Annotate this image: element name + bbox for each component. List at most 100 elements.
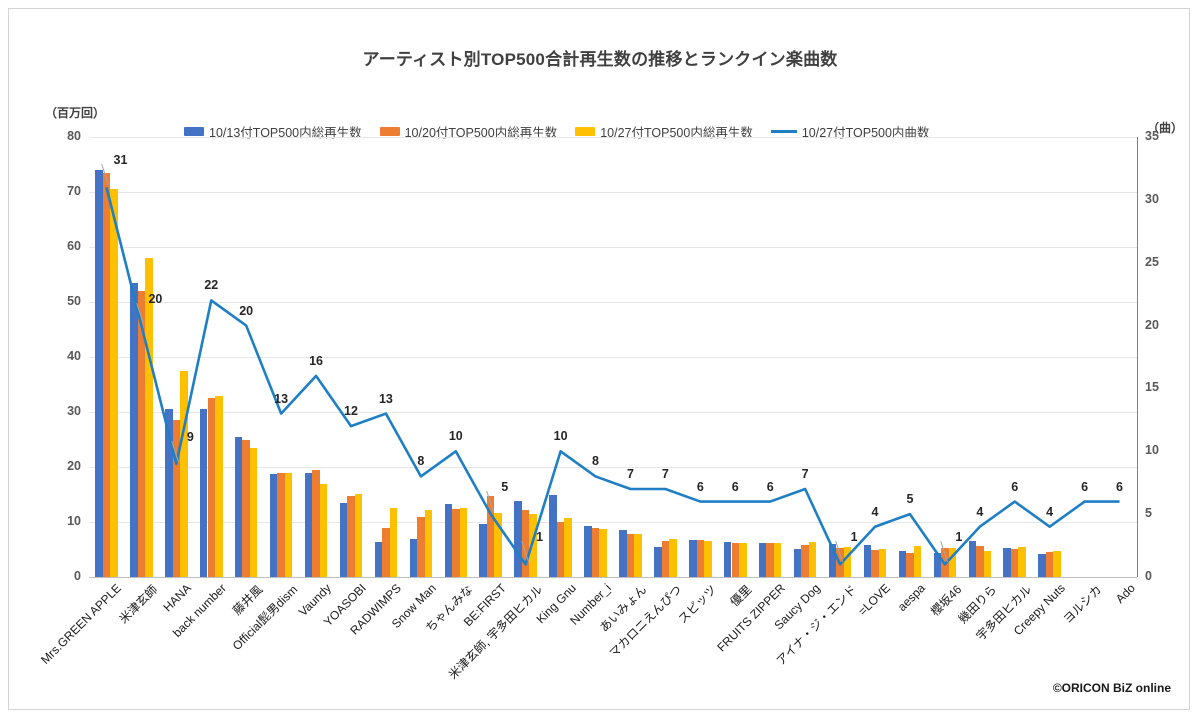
bar[interactable]	[304, 473, 313, 577]
bar[interactable]	[424, 510, 433, 577]
bar-group[interactable]	[473, 137, 508, 577]
bar[interactable]	[599, 529, 607, 577]
bar[interactable]	[339, 503, 348, 577]
bar-group[interactable]	[1032, 137, 1067, 577]
bar[interactable]	[242, 439, 250, 577]
bar-group[interactable]	[264, 137, 299, 577]
bar[interactable]	[723, 541, 732, 577]
bar[interactable]	[634, 533, 642, 577]
bar-group[interactable]	[613, 137, 648, 577]
bar[interactable]	[312, 470, 320, 577]
bar[interactable]	[110, 189, 118, 577]
bar[interactable]	[459, 507, 468, 577]
bar[interactable]	[277, 473, 285, 577]
bar[interactable]	[669, 538, 677, 577]
bar[interactable]	[284, 472, 293, 577]
bar[interactable]	[389, 507, 398, 577]
bar-group[interactable]	[543, 137, 578, 577]
bar[interactable]	[801, 545, 809, 577]
bar[interactable]	[626, 534, 635, 577]
bar[interactable]	[689, 540, 697, 577]
bar[interactable]	[976, 545, 984, 577]
bar[interactable]	[739, 542, 747, 577]
bar[interactable]	[521, 510, 530, 577]
bar[interactable]	[591, 527, 600, 577]
bar[interactable]	[207, 398, 215, 577]
bar[interactable]	[444, 503, 453, 577]
bar[interactable]	[913, 546, 922, 577]
bar-group[interactable]	[403, 137, 438, 577]
bar[interactable]	[731, 542, 739, 577]
bar[interactable]	[319, 484, 328, 577]
bar-group[interactable]	[648, 137, 683, 577]
bar[interactable]	[529, 513, 537, 577]
bar[interactable]	[1010, 548, 1019, 577]
bar[interactable]	[696, 540, 705, 577]
bar-group[interactable]	[858, 137, 893, 577]
bar[interactable]	[773, 543, 782, 577]
bar-group[interactable]	[508, 137, 543, 577]
legend-item[interactable]: 10/27付TOP500内総再生数	[575, 122, 753, 141]
bar[interactable]	[409, 538, 418, 577]
bar[interactable]	[549, 494, 557, 577]
bar[interactable]	[878, 548, 887, 577]
bar[interactable]	[382, 527, 390, 577]
bar-group[interactable]	[159, 137, 194, 577]
bar[interactable]	[180, 370, 188, 577]
bar-group[interactable]	[683, 137, 718, 577]
bar-group[interactable]	[89, 137, 124, 577]
bar[interactable]	[95, 170, 103, 577]
bar[interactable]	[766, 543, 774, 577]
bar-group[interactable]	[578, 137, 613, 577]
bar[interactable]	[1045, 551, 1054, 577]
bar[interactable]	[933, 552, 942, 577]
bar[interactable]	[808, 542, 817, 577]
bar[interactable]	[145, 258, 153, 577]
bar[interactable]	[417, 516, 425, 577]
bar-group[interactable]	[997, 137, 1032, 577]
bar-group[interactable]	[438, 137, 473, 577]
bar-group[interactable]	[299, 137, 334, 577]
bar[interactable]	[234, 436, 243, 577]
bar-group[interactable]	[229, 137, 264, 577]
bar[interactable]	[347, 495, 355, 577]
bar[interactable]	[619, 530, 627, 577]
bar[interactable]	[871, 549, 879, 577]
bar[interactable]	[843, 546, 852, 577]
bar[interactable]	[249, 447, 258, 577]
bar[interactable]	[793, 548, 802, 577]
bar[interactable]	[137, 291, 146, 577]
bar-group[interactable]	[718, 137, 753, 577]
bar[interactable]	[269, 474, 278, 577]
bar[interactable]	[661, 540, 670, 577]
bar[interactable]	[452, 508, 460, 577]
bar-group[interactable]	[892, 137, 927, 577]
bar[interactable]	[514, 501, 522, 577]
bar[interactable]	[863, 544, 872, 577]
bar[interactable]	[494, 512, 502, 577]
bar[interactable]	[948, 548, 957, 577]
bar[interactable]	[354, 493, 363, 577]
bar[interactable]	[1018, 547, 1026, 577]
bar[interactable]	[704, 540, 712, 577]
bar[interactable]	[564, 517, 572, 577]
bar-group[interactable]	[124, 137, 159, 577]
bar[interactable]	[165, 409, 173, 577]
legend-item[interactable]: 10/13付TOP500内総再生数	[184, 122, 362, 141]
bar[interactable]	[898, 551, 907, 577]
bar[interactable]	[828, 544, 837, 577]
bar-group[interactable]	[753, 137, 788, 577]
bar[interactable]	[199, 409, 208, 577]
bar[interactable]	[654, 547, 662, 577]
bar[interactable]	[172, 420, 181, 577]
bar[interactable]	[584, 526, 592, 577]
bar[interactable]	[906, 552, 914, 577]
bar[interactable]	[479, 523, 487, 577]
bar[interactable]	[1003, 547, 1011, 577]
bar-group[interactable]	[368, 137, 403, 577]
bar[interactable]	[215, 395, 223, 577]
bar[interactable]	[556, 522, 565, 577]
bar[interactable]	[758, 543, 767, 577]
bar[interactable]	[486, 496, 495, 577]
bar[interactable]	[102, 172, 111, 577]
